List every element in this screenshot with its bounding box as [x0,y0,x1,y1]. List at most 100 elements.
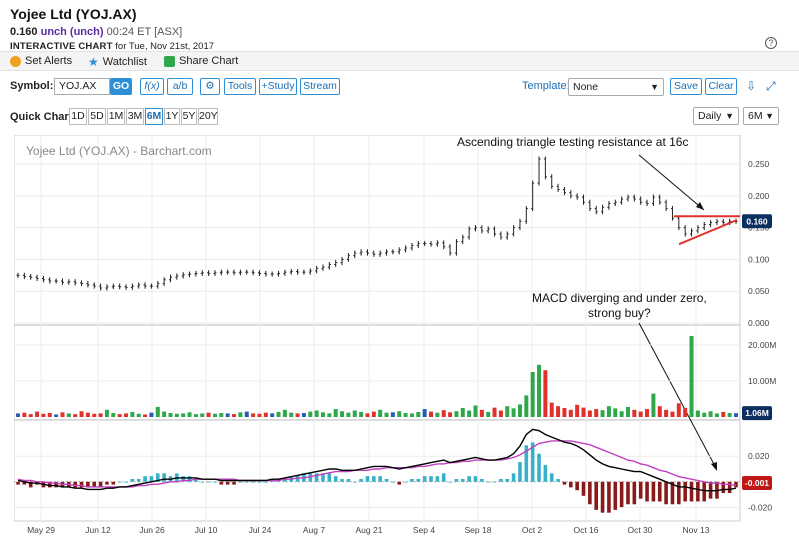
range-select[interactable]: 6M ▼ [743,107,779,125]
volume-bar [149,412,154,417]
volume-bar [397,411,402,417]
volume-bar [289,412,294,417]
study-button[interactable]: +Study [259,78,297,95]
macd-histogram-bar [346,478,351,482]
share-chart-label: Share Chart [179,55,239,67]
tools-button[interactable]: Tools [224,78,256,95]
macd-histogram-bar [200,481,205,483]
volume-bar [41,413,46,417]
alert-icon [10,55,21,67]
macd-histogram-bar [117,481,122,483]
y-tick-label: 20.00M [748,340,776,350]
macd-histogram-bar [594,481,599,510]
macd-histogram-bar [416,478,421,482]
save-button[interactable]: Save [670,78,702,95]
period-button-20y[interactable]: 20Y [198,108,218,125]
volume-bar [232,414,237,417]
stream-button[interactable]: Stream [300,78,340,95]
y-tick-label: 0.020 [748,451,770,461]
macd-histogram-bar [384,478,389,482]
macd-histogram-bar [696,481,700,502]
watchlist-label: Watchlist [102,56,147,68]
macd-histogram-bar [308,473,313,482]
macd-histogram-bar [581,481,586,496]
last-price-badge [742,214,772,229]
period-button-1d[interactable]: 1D [69,108,87,125]
set-alerts-button[interactable]: Set Alerts [10,55,72,67]
x-tick-label: Sep 4 [413,525,435,535]
macd-histogram-bar [181,476,186,482]
price-chart[interactable]: May 29 Jun 12 Jun 26 Jul 10 Jul 24 Aug 7 Aug 2… [14,135,789,539]
macd-histogram-bar [257,481,262,483]
macd-histogram-bar [480,478,484,482]
download-icon[interactable]: ⇩ [746,79,757,93]
volume-bar [403,413,408,417]
macd-histogram-bar [492,481,497,483]
volume-bar [378,409,383,417]
star-icon: ★ [88,55,99,69]
macd-histogram-bar [562,481,567,485]
macd-histogram-bar [575,481,579,491]
macd-histogram-bar [499,478,503,482]
macd-histogram-bar [73,481,77,488]
ab-button[interactable]: a/b [167,78,193,95]
help-icon[interactable]: ? [765,37,777,49]
x-tick-label: Aug 7 [303,525,325,535]
volume-bar [581,407,586,417]
volume-bar [352,410,357,417]
y-tick-label: 0.200 [748,191,770,201]
volume-bar [181,413,186,417]
watchlist-button[interactable]: ★ Watchlist [88,55,147,69]
macd-histogram-bar [54,481,58,488]
period-button-1y[interactable]: 1Y [164,108,180,125]
last-volume-badge [742,406,772,421]
symbol-input[interactable]: YOJ.AX [54,78,110,95]
share-chart-button[interactable]: Share Chart [164,55,238,67]
volume-bar [371,411,376,417]
quote-header: Yojee Ltd (YOJ.AX) 0.160 unch (unch) 00:… [10,6,214,52]
volume-bar [200,413,205,417]
period-button-5y[interactable]: 5Y [181,108,197,125]
volume-bar [117,414,122,417]
volume-bar [155,406,160,417]
period-button-1m[interactable]: 1M [107,108,125,125]
macd-histogram-bar [721,481,726,494]
y-tick-label: 0.100 [748,254,770,264]
volume-bar [638,411,643,417]
go-button[interactable]: GO [110,78,132,95]
volume-bar [613,408,618,417]
volume-bar [422,409,427,417]
chart-watermark: Yojee Ltd (YOJ.AX) - Barchart.com [26,144,212,158]
set-alerts-label: Set Alerts [25,55,73,67]
page-title: Yojee Ltd (YOJ.AX) [10,6,137,22]
volume-bar [435,412,440,417]
volume-bar [174,413,179,417]
period-button-5d[interactable]: 5D [88,108,106,125]
chevron-down-icon: ▼ [650,82,659,92]
volume-bar [625,406,630,417]
annotation-arrow [638,322,717,469]
macd-histogram-bar [359,478,363,482]
share-icon [164,55,175,67]
volume-bar [492,407,497,417]
period-button-3m[interactable]: 3M [126,108,144,125]
clear-button[interactable]: Clear [705,78,737,95]
settings-gear-button[interactable]: ⚙ [200,78,220,95]
volume-bar [28,414,33,417]
volume-bar [301,413,306,417]
interval-select[interactable]: Daily ▼ [693,107,739,125]
x-tick-label: Jun 12 [85,525,111,535]
period-button-6m[interactable]: 6M [145,108,163,125]
volume-bar [670,411,675,417]
fx-button[interactable]: f(x) [140,78,164,95]
volume-bar [270,413,275,417]
macd-histogram-bar [327,473,332,482]
template-select[interactable]: None ▼ [568,78,664,96]
volume-bar [257,413,262,417]
macd-histogram-bar [435,476,440,482]
expand-icon[interactable]: ⤢ [766,79,776,93]
macd-histogram-bar [149,476,154,482]
annotation-triangle: Ascending triangle testing resistance at… [457,135,688,149]
volume-bar [479,409,484,417]
macd-histogram-bar [213,481,217,483]
